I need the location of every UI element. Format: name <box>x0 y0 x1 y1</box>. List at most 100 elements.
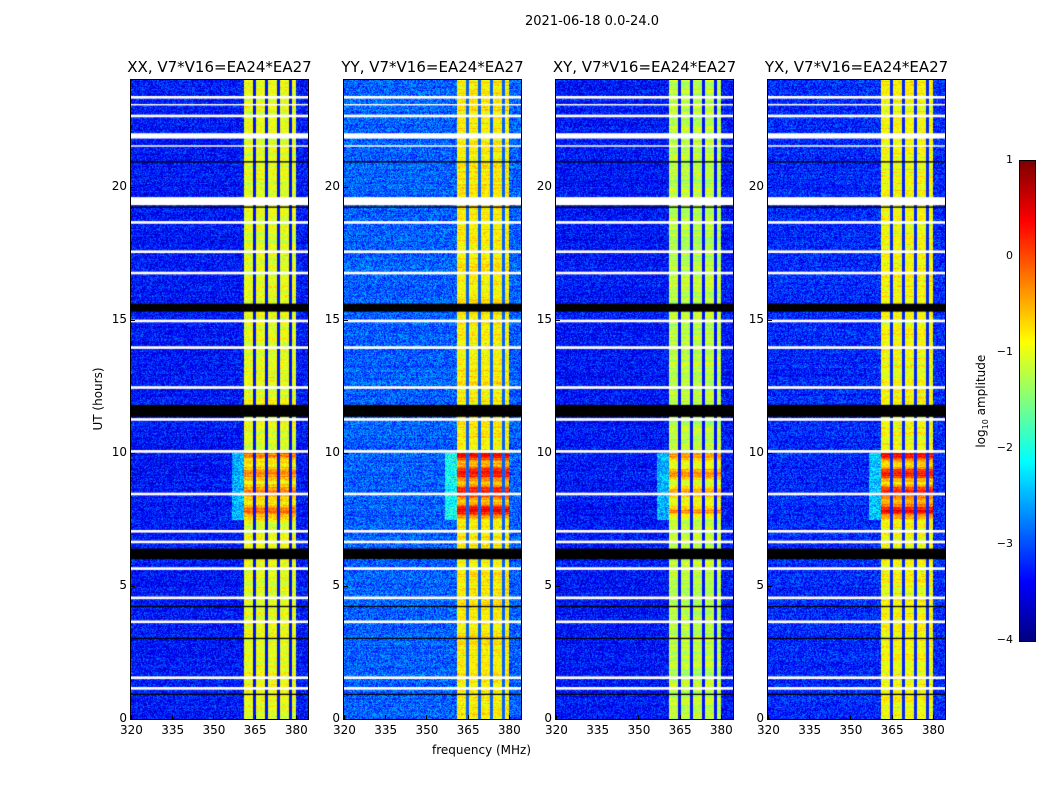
y-tick-label: 15 <box>536 311 552 326</box>
x-tick <box>891 715 893 719</box>
y-tick <box>344 719 348 720</box>
y-tick <box>768 585 772 587</box>
y-tick <box>131 186 135 188</box>
y-tick-label: 5 <box>119 577 127 592</box>
colorbar-tick-label: −2 <box>996 441 1013 454</box>
x-tick-label: 350 <box>839 723 863 737</box>
y-tick-label: 15 <box>324 311 340 326</box>
x-tick-label: 335 <box>586 723 610 737</box>
colorbar-tick-label: 0 <box>1006 249 1013 262</box>
colorbar-tick-label: 1 <box>1006 153 1013 166</box>
colorbar-label-rest: amplitude <box>973 354 988 420</box>
x-tick-label: 380 <box>497 723 521 737</box>
y-tick-label: 10 <box>111 444 127 459</box>
y-tick <box>768 719 772 720</box>
x-tick <box>638 715 640 719</box>
heatmap-cells <box>344 80 521 719</box>
y-tick <box>131 719 135 720</box>
y-tick-label: 20 <box>111 178 127 193</box>
y-tick <box>556 452 560 454</box>
y-tick-label: 5 <box>544 577 552 592</box>
x-tick-label: 320 <box>120 723 143 737</box>
y-tick-label: 15 <box>111 311 127 326</box>
x-tick <box>213 715 215 719</box>
x-tick <box>597 715 599 719</box>
y-tick <box>556 585 560 587</box>
y-tick <box>131 585 135 587</box>
x-tick <box>295 715 297 719</box>
x-tick <box>426 715 428 719</box>
y-tick-label: 0 <box>544 711 552 725</box>
y-axis-label: UT (hours) <box>91 367 105 431</box>
x-tick-label: 365 <box>456 723 480 737</box>
x-tick <box>131 715 132 719</box>
x-tick-label: 320 <box>757 723 780 737</box>
x-tick <box>385 715 387 719</box>
colorbar <box>1019 160 1036 642</box>
x-tick <box>932 715 934 719</box>
x-tick <box>556 715 557 719</box>
y-tick <box>131 452 135 454</box>
colorbar-tick-label: −1 <box>996 345 1013 358</box>
y-tick-label: 20 <box>536 178 552 193</box>
y-tick <box>344 452 348 454</box>
x-tick <box>720 715 722 719</box>
x-tick-label: 365 <box>243 723 267 737</box>
y-tick-label: 20 <box>324 178 340 193</box>
panel-title: XY, V7*V16=EA24*EA27 <box>552 58 737 76</box>
x-tick <box>679 715 681 719</box>
y-tick-label: 0 <box>332 711 340 725</box>
y-tick <box>768 319 772 321</box>
x-tick-label: 350 <box>202 723 226 737</box>
x-tick-label: 350 <box>627 723 651 737</box>
y-tick-label: 10 <box>536 444 552 459</box>
panel-title: XX, V7*V16=EA24*EA27 <box>127 58 312 76</box>
heatmap-cells <box>131 80 308 719</box>
x-tick-label: 335 <box>798 723 822 737</box>
y-tick-label: 5 <box>756 577 764 592</box>
heatmap-panel-2 <box>555 79 734 720</box>
x-tick <box>467 715 469 719</box>
y-tick-label: 0 <box>119 711 127 725</box>
figure-title: 2021-06-18 0.0-24.0 <box>525 14 659 29</box>
y-tick <box>768 186 772 188</box>
x-tick-label: 365 <box>880 723 904 737</box>
x-tick-label: 335 <box>374 723 398 737</box>
x-tick-label: 320 <box>333 723 356 737</box>
y-tick <box>131 319 135 321</box>
y-tick <box>344 585 348 587</box>
x-tick-label: 320 <box>545 723 568 737</box>
y-tick-label: 20 <box>748 178 764 193</box>
x-tick <box>172 715 174 719</box>
y-tick-label: 15 <box>748 311 764 326</box>
y-tick <box>344 186 348 188</box>
x-tick <box>508 715 510 719</box>
colorbar-tick-label: −3 <box>996 537 1013 550</box>
heatmap-panel-1 <box>343 79 522 720</box>
panel-title: YX, V7*V16=EA24*EA27 <box>764 58 949 76</box>
heatmap-panel-0 <box>130 79 309 720</box>
x-tick-label: 380 <box>921 723 945 737</box>
x-tick-label: 380 <box>709 723 733 737</box>
x-tick <box>850 715 852 719</box>
y-tick-label: 0 <box>756 711 764 725</box>
colorbar-label: log10 amplitude <box>974 351 990 451</box>
colorbar-label-sub: 10 <box>981 419 991 430</box>
x-tick-label: 380 <box>284 723 308 737</box>
y-tick <box>556 186 560 188</box>
y-tick-label: 5 <box>332 577 340 592</box>
y-tick <box>556 319 560 321</box>
x-tick-label: 350 <box>415 723 439 737</box>
x-tick <box>254 715 256 719</box>
y-tick <box>344 319 348 321</box>
y-tick-label: 10 <box>748 444 764 459</box>
heatmap-cells <box>556 80 733 719</box>
x-tick <box>344 715 345 719</box>
y-tick-label: 10 <box>324 444 340 459</box>
heatmap-panel-3 <box>767 79 946 720</box>
colorbar-tick-label: −4 <box>996 633 1013 646</box>
x-tick-label: 335 <box>161 723 185 737</box>
x-tick <box>809 715 811 719</box>
x-tick-label: 365 <box>668 723 692 737</box>
